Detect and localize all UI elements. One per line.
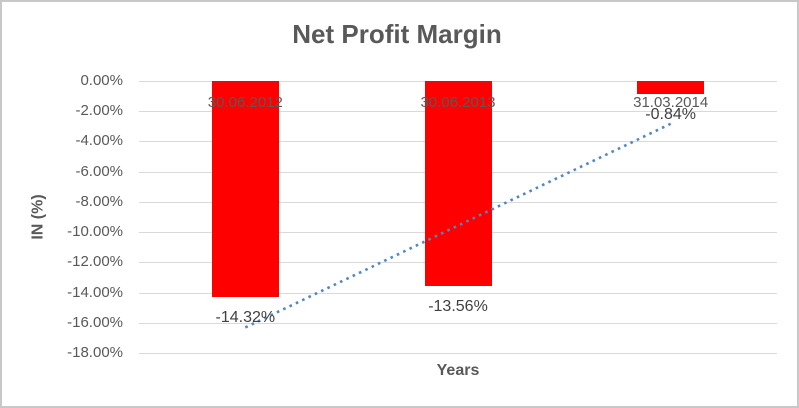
y-tick-label: -8.00% [75, 192, 123, 210]
y-tick-label: -2.00% [75, 102, 123, 120]
y-tick-label: -12.00% [67, 253, 123, 271]
y-tick-label: -14.00% [67, 283, 123, 301]
bar [424, 81, 492, 286]
gridline [139, 292, 777, 294]
chart-title: Net Profit Margin [292, 19, 502, 49]
y-axis-title-wrap: IN (%) [22, 81, 56, 353]
category-label: 30.06.2012 [207, 94, 283, 111]
y-tick-label: -6.00% [75, 162, 123, 180]
category-label: 31.03.2014 [633, 94, 709, 111]
bar [211, 81, 279, 298]
x-axis-title: Years [436, 362, 480, 379]
data-label: -14.32% [215, 309, 276, 327]
plot-area [139, 81, 777, 354]
y-tick-label: 0.00% [80, 72, 123, 89]
gridline [139, 322, 777, 324]
y-tick-label: -4.00% [75, 132, 123, 150]
bar [637, 81, 705, 94]
gridline [139, 353, 777, 354]
trendline [244, 122, 672, 329]
data-label: -13.56% [428, 297, 488, 315]
y-tick-label: -10.00% [67, 223, 123, 241]
y-tick-label: -16.00% [67, 313, 123, 331]
y-tick-label: -18.00% [67, 344, 123, 361]
data-label: -0.84% [645, 105, 696, 123]
category-label: 30.06.2013 [420, 94, 496, 111]
